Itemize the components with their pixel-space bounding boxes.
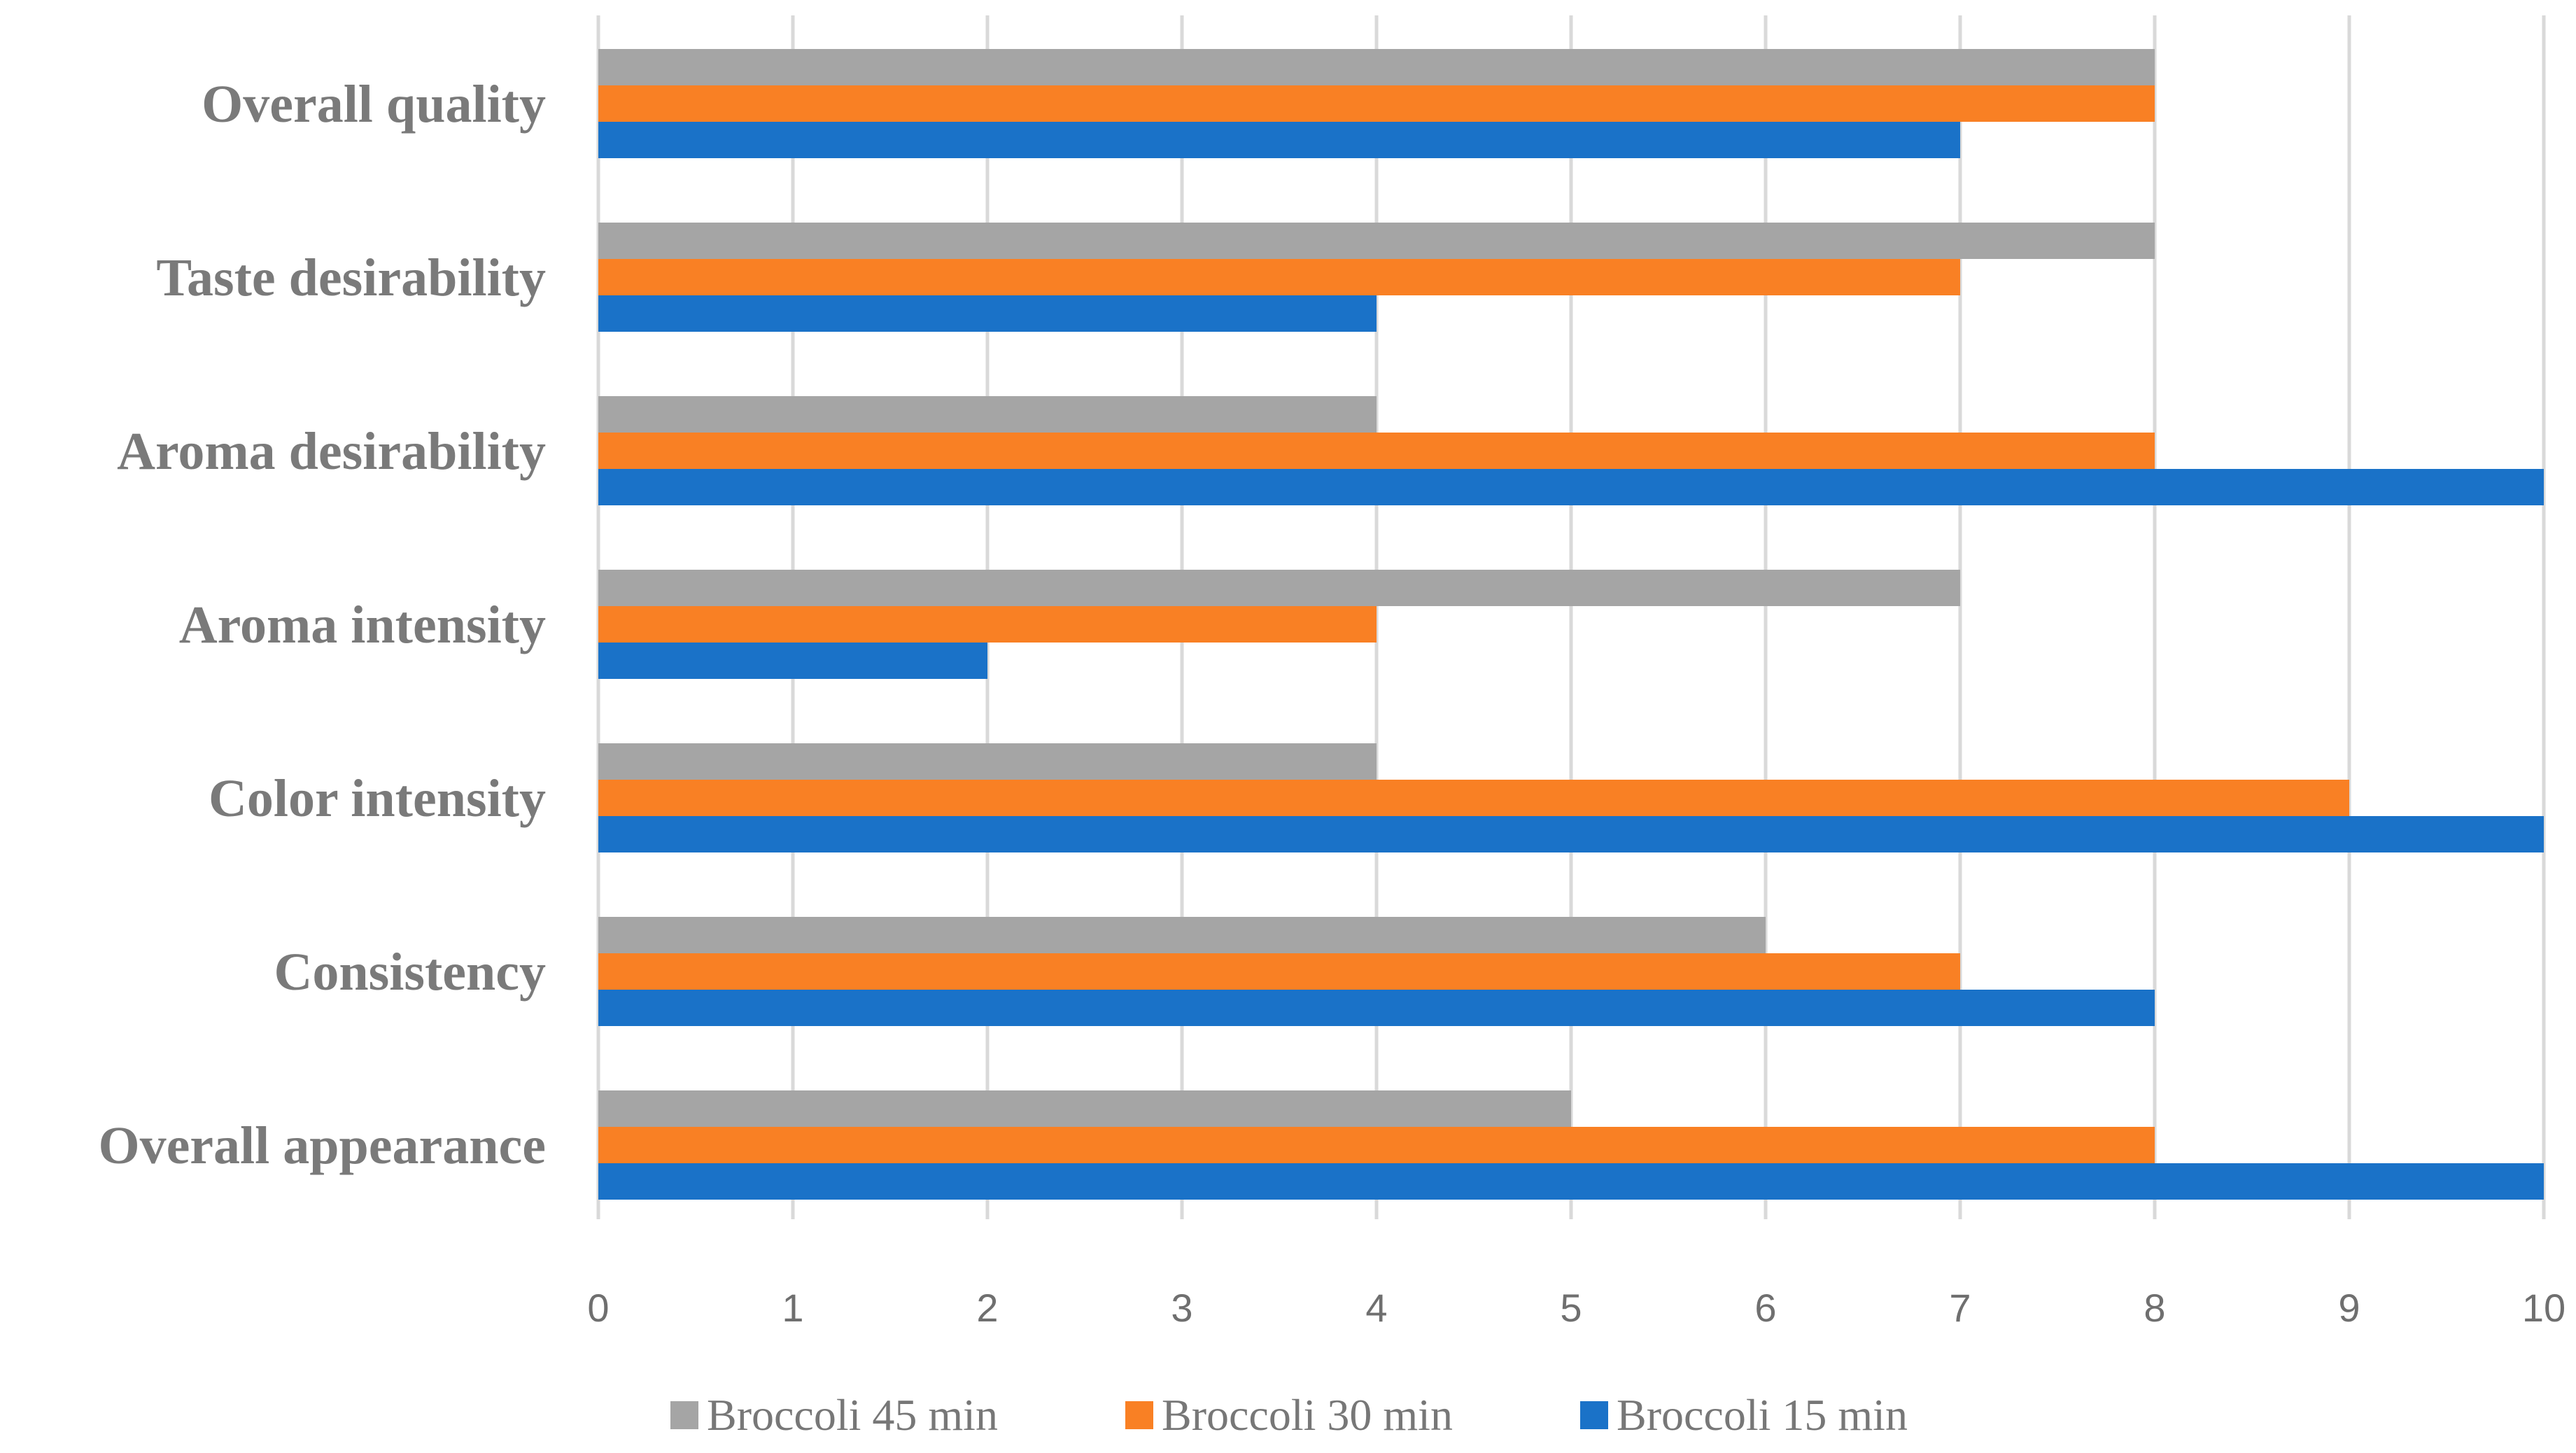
bars — [598, 49, 2544, 1200]
category-labels: Overall quality Taste desirability Aroma d… — [98, 75, 546, 1175]
x-tick-label: 3 — [1171, 1286, 1192, 1330]
bar — [598, 1127, 2155, 1163]
category-label: Color intensity — [209, 769, 546, 828]
legend: Broccoli 45 min Broccoli 30 min Broccoli 1… — [670, 1390, 1908, 1440]
bar — [598, 122, 1960, 158]
bar — [598, 643, 987, 679]
bar — [598, 743, 1377, 780]
x-tick-label: 10 — [2522, 1286, 2566, 1330]
bar — [598, 990, 2155, 1026]
bar — [598, 917, 1766, 953]
x-tick-label: 4 — [1365, 1286, 1387, 1330]
x-tick-label: 0 — [587, 1286, 609, 1330]
bar — [598, 953, 1960, 990]
legend-label: Broccoli 45 min — [707, 1390, 998, 1440]
bar — [598, 433, 2155, 469]
bar — [598, 85, 2155, 122]
category-label: Taste desirability — [156, 248, 546, 307]
x-tick-label: 6 — [1754, 1286, 1776, 1330]
x-tick-label: 2 — [976, 1286, 998, 1330]
x-tick-label: 7 — [1949, 1286, 1971, 1330]
bar — [598, 606, 1377, 643]
legend-swatch — [1580, 1401, 1608, 1429]
x-tick-label: 5 — [1560, 1286, 1582, 1330]
bar — [598, 469, 2544, 505]
bar — [598, 396, 1377, 433]
legend-swatch — [1125, 1401, 1153, 1429]
x-tick-label: 1 — [782, 1286, 803, 1330]
category-label: Aroma intensity — [179, 596, 546, 654]
bar — [598, 780, 2349, 816]
bar — [598, 223, 2155, 259]
legend-label: Broccoli 15 min — [1617, 1390, 1908, 1440]
category-label: Overall appearance — [98, 1116, 546, 1175]
category-label: Aroma desirability — [117, 422, 546, 481]
category-label: Overall quality — [202, 75, 546, 134]
bar — [598, 816, 2544, 852]
bar — [598, 570, 1960, 606]
legend-label: Broccoli 30 min — [1162, 1390, 1453, 1440]
legend-swatch — [670, 1401, 698, 1429]
bar — [598, 1163, 2544, 1200]
bar — [598, 259, 1960, 295]
x-axis-tick-labels: 0 1 2 3 4 5 6 7 8 9 10 — [587, 1286, 2566, 1330]
bar — [598, 295, 1377, 332]
bar — [598, 1090, 1571, 1127]
x-tick-label: 9 — [2338, 1286, 2360, 1330]
category-label: Consistency — [274, 943, 546, 1002]
x-tick-label: 8 — [2144, 1286, 2165, 1330]
bar — [598, 49, 2155, 85]
